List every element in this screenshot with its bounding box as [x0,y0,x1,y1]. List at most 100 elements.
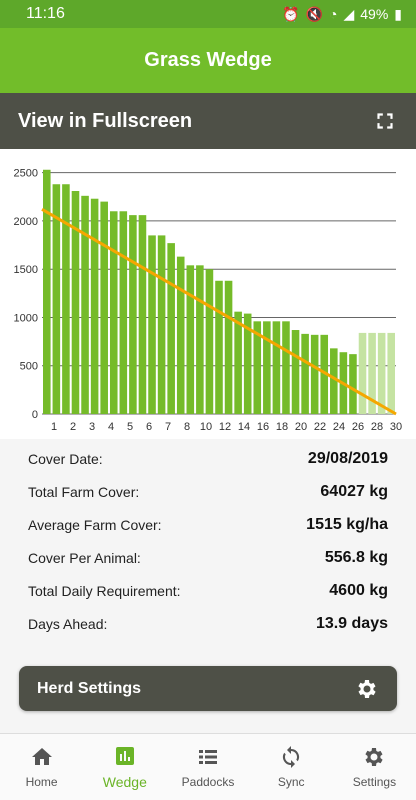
fullscreen-icon[interactable] [372,108,398,134]
x-tick-label: 10 [200,421,212,433]
gear-icon [358,679,376,698]
chart-bar [100,201,108,414]
list-icon [199,750,217,764]
chart-bar [52,184,61,414]
chart-bar [263,321,271,414]
y-tick-label: 1000 [14,312,38,324]
x-tick-label: 22 [314,421,326,433]
stat-label: Total Daily Requirement: [28,582,181,599]
stats-list: Cover Date: 29/08/2019 Total Farm Cover: 6… [0,442,416,640]
chart-bar [387,332,395,414]
fullscreen-label: View in Fullscreen [18,109,193,132]
stat-value: 64027 kg [320,482,388,500]
stat-label: Average Farm Cover: [28,516,162,533]
gear-icon [365,748,384,766]
chart-bar [71,190,80,414]
stat-days-ahead: Days Ahead: 13.9 days [0,607,416,640]
nav-label: Home [25,775,58,789]
fullscreen-bar[interactable]: View in Fullscreen [0,93,416,149]
x-tick-label: 1 [51,421,57,433]
x-tick-label: 12 [219,421,231,433]
chart-bar [368,332,376,414]
stat-total-farm-cover: Total Farm Cover: 64027 kg [0,475,416,508]
wifi-icon: ◔ [329,6,338,22]
stat-average-farm-cover: Average Farm Cover: 1515 kg/ha [0,508,416,541]
chart-bar [224,280,233,414]
x-tick-label: 20 [295,421,307,433]
chart-bar [349,354,357,414]
chart-bar [186,265,195,414]
x-tick-label: 24 [333,421,345,433]
nav-label: Settings [352,775,397,789]
nav-home[interactable]: Home [0,734,83,800]
chart-bar [282,321,290,414]
stat-value: 1515 kg/ha [306,515,388,533]
stat-label: Cover Per Animal: [28,549,141,566]
y-tick-label: 500 [20,361,38,373]
y-tick-label: 0 [32,409,38,421]
x-tick-label: 7 [165,421,171,433]
status-time: 11:16 [26,5,65,22]
chart-bar [377,332,386,414]
stat-cover-date: Cover Date: 29/08/2019 [0,442,416,475]
battery-text: 49% [360,6,389,22]
stat-value: 13.9 days [315,614,388,632]
chart-bar [90,198,99,414]
x-tick-label: 30 [390,421,402,433]
status-bar: 11:16 ⏰ 🔇 ◔ ◢ 49% ▮ [0,0,416,28]
stat-label: Days Ahead: [28,615,108,632]
stat-total-daily-requirement: Total Daily Requirement: 4600 kg [0,574,416,607]
x-tick-label: 16 [257,421,269,433]
nav-sync[interactable]: Sync [250,734,333,800]
status-icons: ⏰ 🔇 ◔ ◢ 49% ▮ [282,6,402,23]
chart-bar [196,265,204,414]
x-tick-label: 4 [108,421,114,433]
chart-bar [176,256,185,414]
stat-value: 4600 kg [329,581,388,599]
nav-settings[interactable]: Settings [333,734,416,800]
stat-cover-per-animal: Cover Per Animal: 556.8 kg [0,541,416,574]
battery-icon: ▮ [394,5,402,22]
x-tick-label: 18 [276,421,288,433]
chart-bar [167,243,175,414]
alarm-icon: ⏰ [282,5,300,22]
herd-settings-button[interactable]: Herd Settings [19,666,397,711]
nav-wedge[interactable]: Wedge [83,734,166,800]
x-tick-label: 28 [371,421,383,433]
chart-bar [253,321,262,414]
chart-bar [129,215,137,414]
chart-bar [148,235,156,414]
mute-icon: 🔇 [305,5,323,22]
app-bar: Grass Wedge [0,28,416,93]
chart-bar [157,235,166,414]
chart-bar [330,348,338,414]
bottom-nav: Home Wedge Paddocks Sync Settings [0,733,416,800]
x-tick-label: 14 [238,421,250,433]
x-tick-label: 6 [146,421,152,433]
chart-bar [43,169,51,414]
chart-bar [358,332,367,414]
x-tick-label: 26 [352,421,364,433]
y-tick-label: 1500 [14,264,38,276]
chart-icon [115,747,134,765]
y-tick-label: 2000 [14,216,38,228]
stat-value: 29/08/2019 [307,449,388,467]
chart-bar [234,311,242,414]
signal-icon: ◢ [343,5,355,22]
x-tick-label: 8 [184,421,190,433]
x-tick-label: 3 [89,421,95,433]
chart-bar [291,330,300,414]
nav-paddocks[interactable]: Paddocks [166,734,249,800]
nav-label: Sync [277,775,305,789]
home-icon [31,748,52,765]
chart-bar [301,333,309,414]
stat-value: 556.8 kg [324,548,388,566]
sync-icon [283,746,300,768]
stat-label: Total Farm Cover: [28,483,140,500]
x-tick-label: 5 [127,421,133,433]
chart-bar [243,313,252,414]
chart-bar [205,269,214,414]
chart-bar [272,321,281,414]
grass-wedge-chart: 0 500 1000 1500 2000 2500 1 2 3 4 5 6 7 8 10 12 14 16 18 20… [0,149,416,439]
